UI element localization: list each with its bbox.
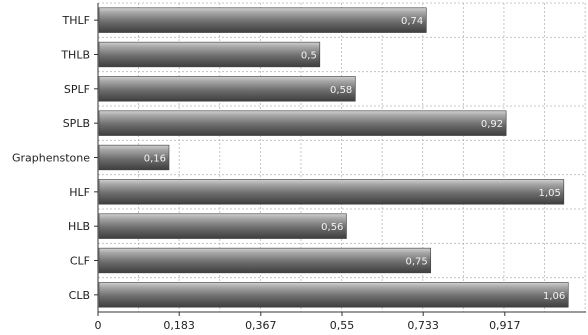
data-label: 0,16 — [144, 154, 166, 165]
bar — [98, 179, 565, 205]
bar — [98, 282, 569, 308]
category-label: Graphenstone — [12, 152, 90, 165]
data-label: 0,74 — [401, 16, 423, 27]
data-label: 0,58 — [330, 85, 352, 96]
x-tick-label: 0 — [95, 319, 102, 332]
category-label: SPLF — [64, 83, 90, 96]
bar — [98, 41, 321, 68]
data-label: 0,92 — [481, 119, 503, 130]
bar — [98, 110, 507, 136]
data-label: 0,5 — [301, 51, 317, 62]
data-label: 0,56 — [321, 222, 343, 233]
bar — [98, 76, 356, 102]
x-tick-label: 0,917 — [489, 319, 521, 332]
x-tick-label: 0,733 — [407, 319, 439, 332]
axes — [94, 3, 586, 316]
data-label: 1,05 — [539, 188, 561, 199]
bar — [98, 213, 347, 239]
category-label: CLF — [70, 255, 90, 268]
x-tick-label: 0,55 — [330, 319, 355, 332]
data-label: 0,75 — [405, 257, 427, 268]
bar — [98, 144, 170, 171]
category-label: HLF — [69, 186, 90, 199]
bars — [98, 7, 569, 308]
category-label: THLF — [62, 14, 90, 27]
category-label: CLB — [69, 289, 90, 302]
labels: 0 0,183 0,367 0,55 0,733 0,917 THLF 0,74 THLB 0,5… — [12, 14, 565, 332]
x-tick-label: 0,367 — [245, 319, 277, 332]
category-label: THLB — [60, 49, 90, 62]
data-label: 1,06 — [543, 291, 565, 302]
bar — [98, 7, 427, 33]
bar — [98, 247, 432, 274]
x-tick-label: 0,183 — [163, 319, 195, 332]
category-label: SPLB — [63, 117, 90, 130]
category-label: HLB — [68, 220, 90, 233]
